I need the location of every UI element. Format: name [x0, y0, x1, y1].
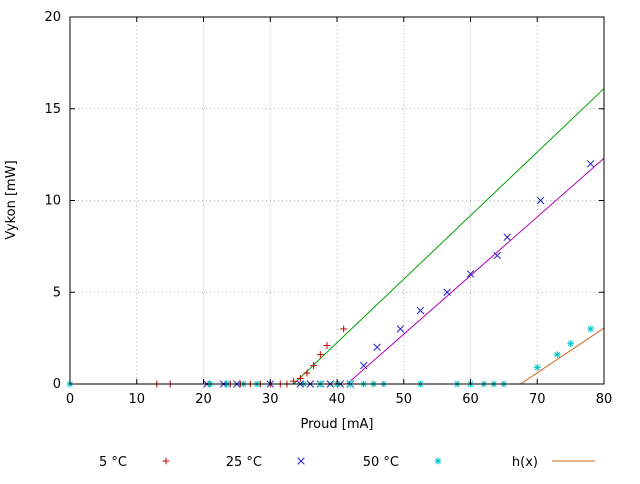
x-tick-label: 80	[596, 392, 613, 407]
y-tick-label: 10	[44, 194, 61, 209]
x-tick-label: 50	[395, 392, 412, 407]
y-tick-label: 0	[53, 377, 61, 392]
y-tick-label: 20	[44, 10, 61, 25]
x-tick-label: 20	[195, 392, 212, 407]
x-tick-label: 40	[329, 392, 346, 407]
grid-lines	[70, 17, 604, 384]
plot-border	[69, 16, 605, 385]
fit-line-fx	[293, 88, 605, 385]
series-25c	[203, 160, 595, 388]
legend-label-3: h(x)	[512, 455, 538, 470]
legend-marker-1	[297, 457, 305, 465]
data-series-layer	[66, 88, 605, 388]
y-tick-label: 5	[53, 285, 61, 300]
legend-label-2: 50 °C	[363, 455, 399, 470]
legend-label-0: 5 °C	[99, 455, 127, 470]
axes-layer: 0 10 20 30 40 50 60 70 80 0 5 10 15 20	[44, 10, 612, 407]
x-tick-label: 70	[529, 392, 546, 407]
y-axis-label: Vykon [mW]	[4, 160, 19, 239]
fit-line-gx	[346, 157, 605, 385]
legend: 5 °C 25 °C 50 °C h(x)	[99, 455, 595, 470]
legend-marker-2	[434, 457, 442, 465]
x-tick-label: 10	[128, 392, 145, 407]
legend-label-1: 25 °C	[226, 455, 262, 470]
series-5c	[66, 325, 348, 388]
x-tick-label: 60	[462, 392, 479, 407]
y-tick-label: 15	[44, 102, 61, 117]
x-axis-label: Proud [mA]	[301, 417, 374, 432]
legend-marker-0	[162, 457, 170, 465]
series-50c	[66, 325, 595, 388]
x-tick-label: 30	[262, 392, 279, 407]
fit-line-hx	[520, 327, 605, 385]
x-tick-label: 0	[66, 392, 74, 407]
